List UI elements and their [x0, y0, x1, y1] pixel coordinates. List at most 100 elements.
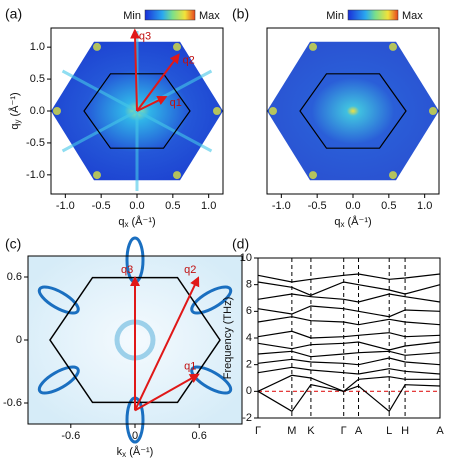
x-tick-label: 0.0 — [345, 200, 360, 212]
q-arrow — [134, 276, 200, 411]
axis-symbol: q — [118, 216, 124, 228]
y-tick-label: 1.0 — [30, 41, 45, 53]
ridge — [136, 109, 213, 153]
colorbar-min: Min — [123, 10, 141, 22]
colorbar-max: Max — [402, 10, 423, 22]
x-tick-label: Γ — [255, 425, 261, 437]
hot-spot — [173, 171, 181, 180]
phonon-band — [257, 384, 441, 413]
x-tick-label: -1.0 — [272, 200, 291, 212]
x-tick-label: H — [401, 425, 409, 437]
x-tick-label: M — [287, 425, 296, 437]
fermi-sheet — [190, 365, 233, 395]
x-tick-label: A — [355, 425, 363, 437]
hot-spot — [213, 107, 221, 115]
panel-label: (b) — [232, 6, 249, 22]
axis-unit: (Å⁻¹) — [128, 215, 155, 228]
hot-spot — [269, 107, 277, 115]
x-tick-label: L — [386, 425, 392, 437]
phonon-band — [257, 273, 441, 283]
axis-subscript: y — [13, 120, 22, 124]
phonon-band — [257, 281, 441, 296]
colorbar — [144, 9, 196, 21]
y-tick-label: 0.6 — [7, 271, 22, 283]
x-tick-label: -1.0 — [56, 200, 75, 212]
panel-label: (a) — [5, 6, 22, 22]
hot-spot — [173, 42, 181, 51]
q-arrow — [134, 373, 200, 412]
fermi-sheet — [37, 285, 80, 315]
x-tick-label: -0.5 — [92, 200, 111, 212]
x-tick-label: 0.5 — [165, 200, 180, 212]
colorbar-min: Min — [326, 10, 344, 22]
hot-spot — [309, 42, 317, 51]
x-tick-label: 1.0 — [417, 200, 432, 212]
q-arrow — [130, 28, 141, 112]
hot-spot — [429, 107, 437, 115]
x-tick-label: 0.0 — [129, 200, 144, 212]
axis-label: qy (Å⁻¹) — [8, 92, 22, 129]
phonon-band — [257, 374, 440, 392]
hot-spot — [93, 171, 101, 180]
brillouin-zone — [299, 73, 407, 149]
brillouin-zone — [49, 276, 221, 404]
plot-frame — [257, 257, 441, 419]
y-tick-label: 0 — [246, 385, 252, 397]
colorbar-max: Max — [199, 10, 220, 22]
y-tick-label: 4 — [246, 332, 252, 344]
axis-symbol: k — [117, 446, 123, 458]
panel-label: (d) — [232, 236, 249, 252]
axis-label: kx (Å⁻¹) — [117, 445, 154, 459]
axis-symbol: q — [334, 216, 340, 228]
x-tick-label: A — [436, 425, 444, 437]
x-tick-label: -0.5 — [308, 200, 327, 212]
axis-unit: (Å⁻¹) — [126, 445, 153, 458]
phonon-band — [257, 350, 441, 358]
phonon-band — [257, 316, 441, 326]
ridge — [61, 69, 138, 113]
y-tick-label: 0.5 — [30, 73, 45, 85]
y-tick-label: 0 — [16, 334, 22, 346]
axis-subscript: x — [122, 450, 126, 459]
plot-frame — [266, 27, 440, 195]
x-tick-label: Γ — [341, 425, 347, 437]
x-tick-label: 0 — [132, 430, 138, 442]
q-label: q3 — [121, 264, 133, 276]
axis-symbol: q — [9, 124, 21, 130]
x-tick-label: -0.6 — [61, 430, 80, 442]
q-label: q2 — [183, 55, 195, 67]
y-tick-label: -0.5 — [26, 137, 45, 149]
phonon-band — [257, 330, 441, 339]
x-tick-label: 0.5 — [381, 200, 396, 212]
hot-spot — [93, 42, 101, 51]
hot-spot — [309, 171, 317, 180]
plot-frame — [50, 27, 224, 195]
phonon-band — [257, 293, 441, 303]
phonon-band — [257, 305, 441, 318]
fermi-sheet — [190, 285, 233, 315]
axis-subscript: x — [340, 220, 344, 229]
y-tick-label: 10 — [240, 252, 252, 264]
phonon-band — [257, 366, 441, 375]
q-label: q1 — [184, 361, 196, 373]
y-tick-label: 6 — [246, 305, 252, 317]
x-tick-label: 1.0 — [201, 200, 216, 212]
y-tick-label: 0.0 — [30, 105, 45, 117]
q-arrow — [136, 95, 168, 112]
y-tick-label: -1.0 — [26, 169, 45, 181]
hot-spot — [53, 107, 61, 115]
axis-label: Frequency (THz) — [222, 297, 234, 380]
heatmap-image — [267, 41, 439, 181]
plot-frame — [27, 255, 243, 425]
y-tick-label: 2 — [246, 359, 252, 371]
q-label: q1 — [170, 97, 182, 109]
hot-spot — [389, 42, 397, 51]
panel-label: (c) — [5, 236, 21, 252]
axis-subscript: x — [124, 220, 128, 229]
ridge — [61, 109, 138, 153]
phonon-band — [257, 357, 441, 366]
axis-unit: (Å⁻¹) — [344, 215, 371, 228]
axis-label: qx (Å⁻¹) — [118, 215, 155, 229]
